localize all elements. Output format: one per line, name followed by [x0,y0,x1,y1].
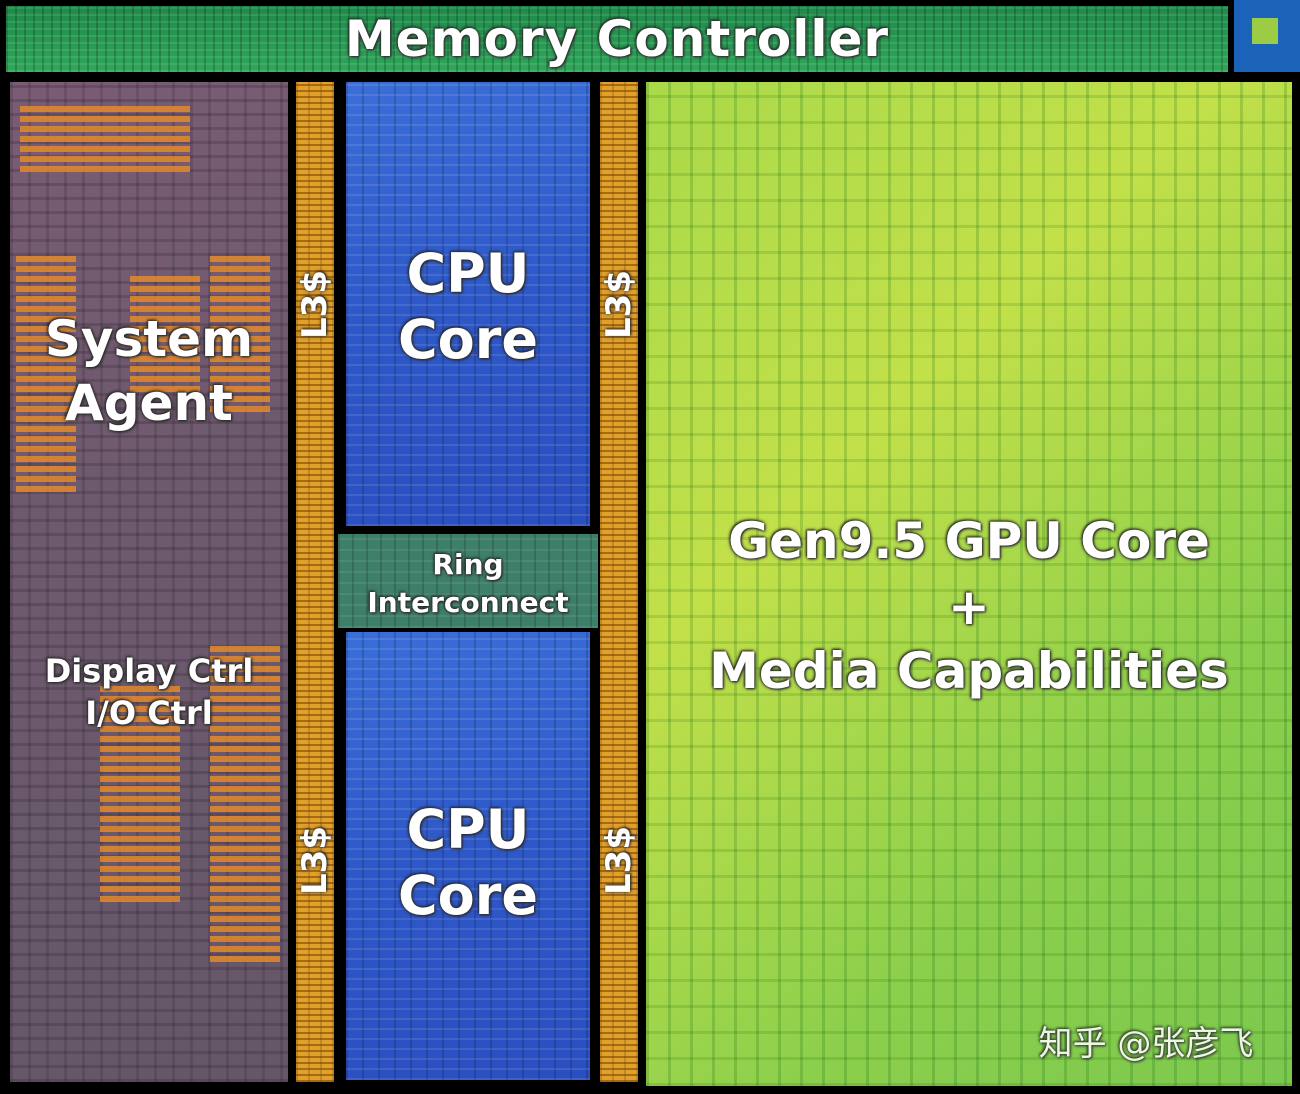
sa-orange-blocks-lower [100,682,180,902]
io-ctrl-label: I/O Ctrl [85,694,213,732]
display-ctrl-label: Display Ctrl [44,652,254,690]
memory-controller-label: Memory Controller [344,10,890,68]
sa-orange-blocks-right [210,252,270,412]
system-agent-label-line1: System [44,310,254,368]
memory-controller-region: Memory Controller [6,6,1228,72]
gpu-label-line3: Media Capabilities [709,642,1229,700]
watermark-text: 知乎 @张彦飞 [1038,1024,1254,1064]
cpu-core-top-line1: CPU [406,242,530,305]
system-agent-label-line2: Agent [65,374,233,432]
l3-label-left-bottom: L3$ [296,826,334,895]
cpu-core-bottom-line1: CPU [406,798,530,861]
cpu-core-top-line2: Core [398,308,538,371]
system-agent-region: System Agent Display Ctrl I/O Ctrl [10,82,288,1082]
sa-orange-blocks-lower-right [210,642,280,962]
l3-label-left-top: L3$ [296,270,334,339]
gpu-media-region: Gen9.5 GPU Core + Media Capabilities 知乎 … [646,82,1292,1086]
l3-cache-left-column: L3$ L3$ [296,82,334,1082]
sa-orange-blocks-top [20,102,190,172]
l3-label-right-top: L3$ [600,270,638,339]
ring-interconnect-region: Ring Interconnect [338,534,598,628]
gpu-label-line1: Gen9.5 GPU Core [728,512,1210,570]
cpu-core-bottom-region: CPU Core [342,628,594,1084]
cpu-core-bottom-line2: Core [398,864,538,927]
sa-orange-blocks-left [16,252,76,492]
cpu-core-top-region: CPU Core [342,78,594,530]
gpu-label-line2: + [948,578,990,636]
corner-block [1234,0,1300,72]
ring-label-line1: Ring [432,548,504,581]
ring-label-line2: Interconnect [367,586,569,619]
l3-cache-right-column: L3$ L3$ [600,82,638,1082]
l3-label-right-bottom: L3$ [600,826,638,895]
sa-orange-blocks-mid [130,272,200,392]
